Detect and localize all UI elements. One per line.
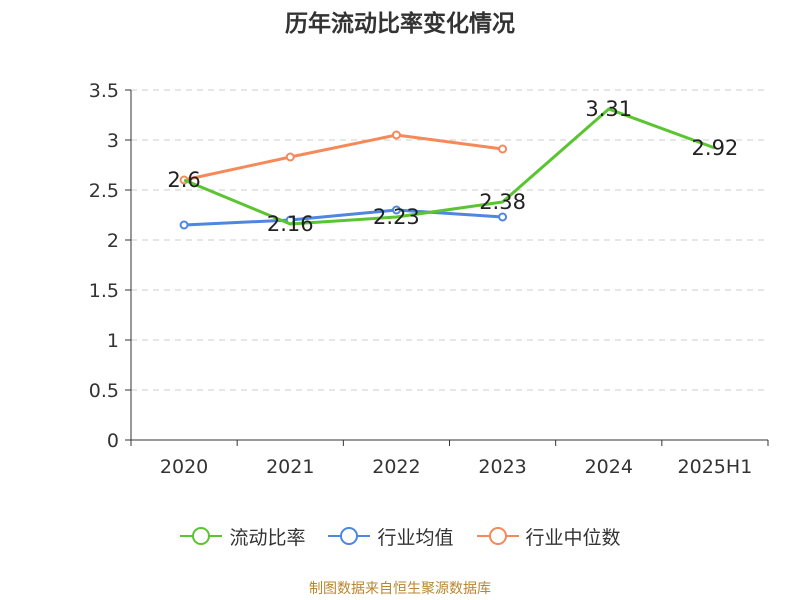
data-label: 2.23 xyxy=(373,205,420,229)
series-point-1 xyxy=(498,212,508,222)
x-tick-label: 2024 xyxy=(585,456,633,478)
legend-item-industry-mean[interactable]: 行业均值 xyxy=(327,523,454,550)
y-tick-label: 0.5 xyxy=(89,380,119,402)
data-label: 2.16 xyxy=(267,212,314,236)
series-line-2 xyxy=(183,133,503,182)
grid-lines xyxy=(131,89,768,391)
data-label: 2.92 xyxy=(692,136,739,160)
series-point-1 xyxy=(179,220,189,230)
y-tick-label: 2 xyxy=(107,230,119,252)
legend-label: 行业均值 xyxy=(377,526,454,549)
source-note: 制图数据来自恒生聚源数据库 xyxy=(309,581,491,597)
y-tick-label: 3.5 xyxy=(89,80,119,102)
series-point-2 xyxy=(391,130,401,140)
legend: 流动比率 行业均值 行业中位数 xyxy=(0,521,800,551)
series-point-1 xyxy=(391,205,401,215)
x-tick-label: 2020 xyxy=(160,456,208,478)
series-point-2 xyxy=(498,144,508,154)
y-tick-label: 3 xyxy=(107,130,119,152)
series-line-1 xyxy=(184,208,503,227)
x-tick-label: 2021 xyxy=(266,456,314,478)
y-tick-label: 1.5 xyxy=(89,280,119,302)
data-labels: 2.6 2.16 2.23 2.38 3.31 2.92 xyxy=(167,97,738,236)
series-lines xyxy=(179,107,716,230)
legend-label: 流动比率 xyxy=(229,526,306,549)
chart-title: 历年流动比率变化情况 xyxy=(285,11,515,37)
data-label: 2.6 xyxy=(167,168,200,192)
legend-marker-icon xyxy=(180,527,223,545)
y-tick-label: 0 xyxy=(107,430,119,452)
legend-item-current-ratio[interactable]: 流动比率 xyxy=(179,523,305,550)
series-line-0 xyxy=(183,107,716,226)
y-tick-label: 2.5 xyxy=(89,180,119,202)
series-point-2 xyxy=(285,152,295,162)
x-tick-label: 2025H1 xyxy=(678,456,753,478)
legend-marker-icon xyxy=(328,527,371,545)
data-label: 3.31 xyxy=(585,97,632,121)
x-tick-label: 2022 xyxy=(372,456,420,478)
legend-marker-icon xyxy=(476,527,519,545)
legend-item-industry-median[interactable]: 行业中位数 xyxy=(476,523,621,550)
y-tick-label: 1 xyxy=(107,330,119,352)
axes: 0 0.5 1 1.5 2 2.5 3 3.5 2020 2021 2022 2023 2024 2025… xyxy=(89,80,769,478)
legend-label: 行业中位数 xyxy=(525,526,621,549)
data-label: 2.38 xyxy=(479,190,526,214)
x-tick-label: 2023 xyxy=(478,456,526,478)
